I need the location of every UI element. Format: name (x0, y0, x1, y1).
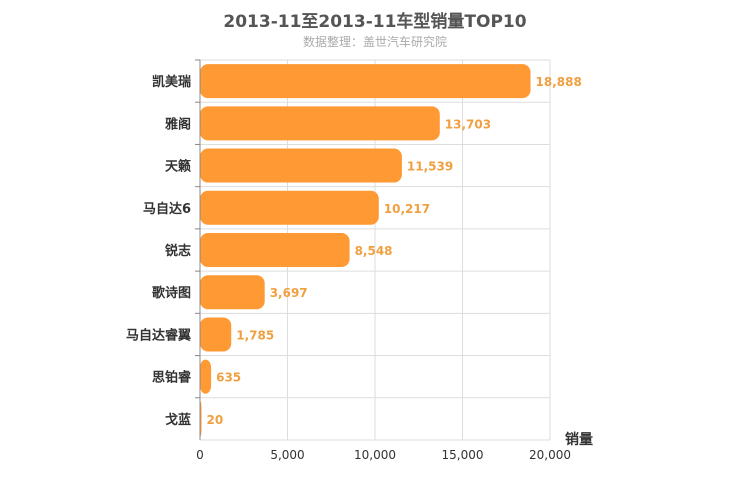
value-label: 8,548 (355, 244, 393, 258)
bar (200, 148, 402, 183)
value-label: 1,785 (236, 328, 274, 342)
category-label: 戈蓝 (165, 412, 191, 428)
value-label: 11,539 (407, 160, 453, 174)
value-label: 635 (216, 371, 241, 385)
chart-subtitle: 数据整理：盖世汽车研究院 (302, 35, 447, 49)
category-label: 雅阁 (165, 116, 191, 132)
category-label: 锐志 (165, 243, 191, 259)
category-label: 马自达6 (143, 201, 191, 217)
x-tick-label: 15,000 (442, 448, 484, 462)
value-label: 20 (207, 413, 224, 427)
value-labels: 18,888 13,703 11,539 10,217 8,548 3,697 1,785 6… (207, 75, 582, 427)
category-label: 凯美瑞 (152, 74, 191, 90)
bar (200, 190, 379, 225)
category-label: 马自达睿翼 (126, 327, 191, 343)
category-label: 思铂睿 (152, 370, 192, 386)
bar (200, 233, 350, 267)
x-axis-ticks: 0 5,000 10,000 15,000 20,000 (196, 448, 571, 462)
chart-title: 2013-11至2013-11车型销量TOP10 (223, 12, 527, 32)
value-label: 13,703 (445, 117, 491, 131)
category-label: 天籁 (165, 159, 191, 175)
bars (200, 64, 531, 436)
bar (200, 106, 440, 141)
bar (200, 275, 265, 310)
category-label: 歌诗图 (152, 285, 191, 301)
x-tick-label: 0 (196, 448, 204, 462)
value-label: 10,217 (384, 202, 430, 216)
grid-lines (200, 59, 551, 441)
x-tick-label: 10,000 (354, 448, 396, 462)
x-tick-label: 5,000 (270, 448, 304, 462)
value-label: 18,888 (536, 75, 582, 89)
x-axis-title: 销量 (565, 431, 593, 448)
x-tick-label: 20,000 (529, 448, 571, 462)
value-label: 3,697 (270, 286, 308, 300)
bar (200, 317, 232, 352)
bar (200, 359, 212, 394)
bar (200, 64, 531, 99)
